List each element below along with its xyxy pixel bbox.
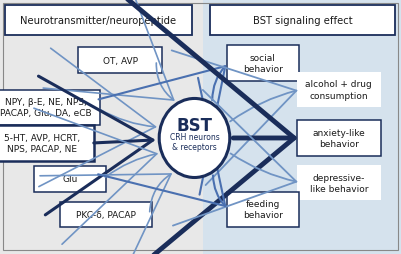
FancyBboxPatch shape bbox=[60, 202, 152, 227]
Text: BST signaling effect: BST signaling effect bbox=[253, 16, 352, 26]
Text: NPY, β-E, NE, NPS,
PACAP, Glu, DA, eCB: NPY, β-E, NE, NPS, PACAP, Glu, DA, eCB bbox=[0, 98, 92, 118]
FancyBboxPatch shape bbox=[78, 48, 162, 74]
Text: Glu: Glu bbox=[63, 174, 78, 184]
Text: CRH neurons: CRH neurons bbox=[170, 133, 219, 142]
FancyBboxPatch shape bbox=[210, 6, 395, 36]
Text: anxiety-like
behavior: anxiety-like behavior bbox=[312, 129, 365, 148]
FancyBboxPatch shape bbox=[34, 166, 106, 192]
Text: depressive-
like behavior: depressive- like behavior bbox=[310, 173, 368, 193]
Text: OT, AVP: OT, AVP bbox=[103, 56, 138, 66]
Bar bbox=[203, 0, 401, 254]
Bar bbox=[0, 0, 203, 254]
Text: & receptors: & receptors bbox=[172, 142, 217, 151]
Text: alcohol + drug
consumption: alcohol + drug consumption bbox=[306, 80, 372, 100]
FancyBboxPatch shape bbox=[227, 46, 299, 81]
Text: 5-HT, AVP, HCRT,
NPS, PACAP, NE: 5-HT, AVP, HCRT, NPS, PACAP, NE bbox=[4, 134, 80, 153]
FancyBboxPatch shape bbox=[297, 121, 381, 156]
Text: Neurotransmitter/neuropeptide: Neurotransmitter/neuropeptide bbox=[20, 16, 176, 26]
Text: feeding
behavior: feeding behavior bbox=[243, 200, 283, 219]
FancyBboxPatch shape bbox=[297, 72, 381, 108]
Ellipse shape bbox=[159, 99, 230, 178]
FancyBboxPatch shape bbox=[0, 90, 100, 126]
Text: PKC-δ, PACAP: PKC-δ, PACAP bbox=[76, 210, 136, 219]
FancyBboxPatch shape bbox=[297, 165, 381, 201]
FancyBboxPatch shape bbox=[0, 126, 94, 161]
Text: BST: BST bbox=[176, 116, 213, 134]
Text: social
behavior: social behavior bbox=[243, 54, 283, 73]
FancyBboxPatch shape bbox=[5, 6, 192, 36]
FancyBboxPatch shape bbox=[227, 192, 299, 227]
